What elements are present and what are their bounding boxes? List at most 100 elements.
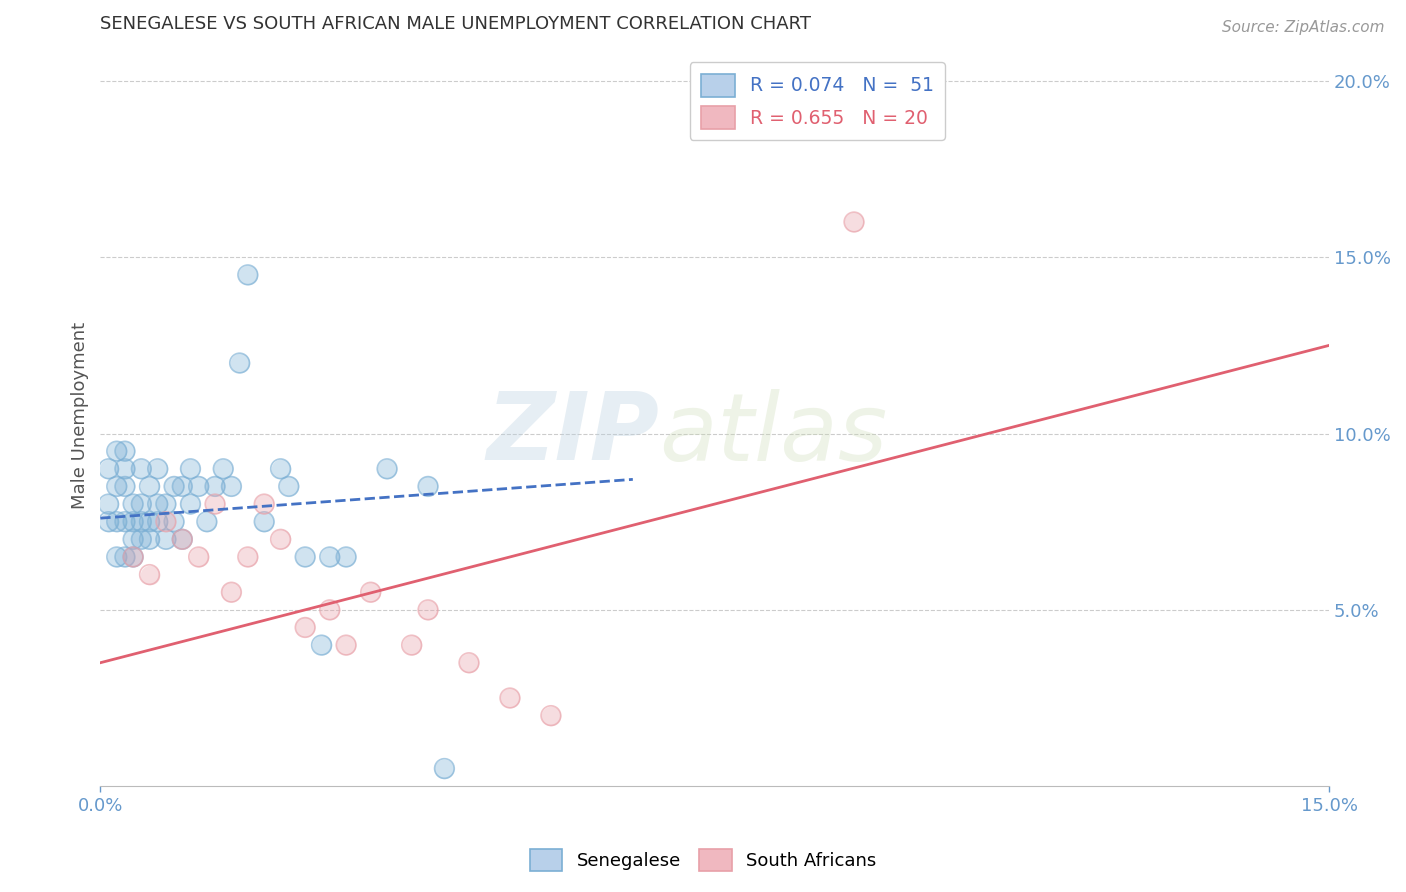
Point [114,462,136,476]
Legend: R = 0.074   N =  51, R = 0.655   N = 20: R = 0.074 N = 51, R = 0.655 N = 20 [690,62,945,140]
Point [97,497,120,511]
Point [97,462,120,476]
Point [146,462,169,476]
Point [212,462,235,476]
Point [319,603,342,617]
Point [97,515,120,529]
Point [122,549,145,564]
Point [253,497,276,511]
Point [433,762,456,776]
Point [360,585,382,599]
Point [163,515,186,529]
Y-axis label: Male Unemployment: Male Unemployment [72,322,89,509]
Point [131,515,153,529]
Point [270,533,292,547]
Point [187,479,209,493]
Point [105,549,128,564]
Point [114,479,136,493]
Point [131,533,153,547]
Point [105,479,128,493]
Point [187,479,209,493]
Point [540,708,562,723]
Point [179,462,201,476]
Point [122,533,145,547]
Point [155,515,177,529]
Point [97,497,120,511]
Point [138,479,160,493]
Point [335,638,357,652]
Point [146,515,169,529]
Point [360,585,382,599]
Point [163,479,186,493]
Point [131,462,153,476]
Point [228,356,250,370]
Point [458,656,481,670]
Point [253,515,276,529]
Point [311,638,333,652]
Point [270,462,292,476]
Point [277,479,299,493]
Point [270,462,292,476]
Point [138,567,160,582]
Point [172,533,194,547]
Point [114,462,136,476]
Point [221,585,243,599]
Point [236,268,259,282]
Point [236,268,259,282]
Point [294,620,316,634]
Point [319,549,342,564]
Point [375,462,398,476]
Point [375,462,398,476]
Point [146,497,169,511]
Point [131,497,153,511]
Point [105,515,128,529]
Point [416,479,439,493]
Point [163,479,186,493]
Point [172,533,194,547]
Point [105,549,128,564]
Point [122,549,145,564]
Point [122,497,145,511]
Point [146,462,169,476]
Point [114,549,136,564]
Point [221,479,243,493]
Point [172,533,194,547]
Point [311,638,333,652]
Text: Source: ZipAtlas.com: Source: ZipAtlas.com [1222,20,1385,35]
Point [253,497,276,511]
Point [335,638,357,652]
Point [270,533,292,547]
Point [319,549,342,564]
Point [114,515,136,529]
Point [122,549,145,564]
Point [187,549,209,564]
Point [155,533,177,547]
Point [204,497,226,511]
Point [105,444,128,458]
Point [122,515,145,529]
Point [114,549,136,564]
Point [146,515,169,529]
Point [204,497,226,511]
Point [319,603,342,617]
Point [416,603,439,617]
Point [204,479,226,493]
Point [416,479,439,493]
Point [105,515,128,529]
Point [294,549,316,564]
Point [499,691,522,706]
Point [294,620,316,634]
Point [122,549,145,564]
Point [97,515,120,529]
Point [138,533,160,547]
Point [138,479,160,493]
Point [138,533,160,547]
Point [131,497,153,511]
Point [155,533,177,547]
Point [277,479,299,493]
Text: atlas: atlas [659,389,887,480]
Point [204,479,226,493]
Point [172,479,194,493]
Point [114,444,136,458]
Point [163,515,186,529]
